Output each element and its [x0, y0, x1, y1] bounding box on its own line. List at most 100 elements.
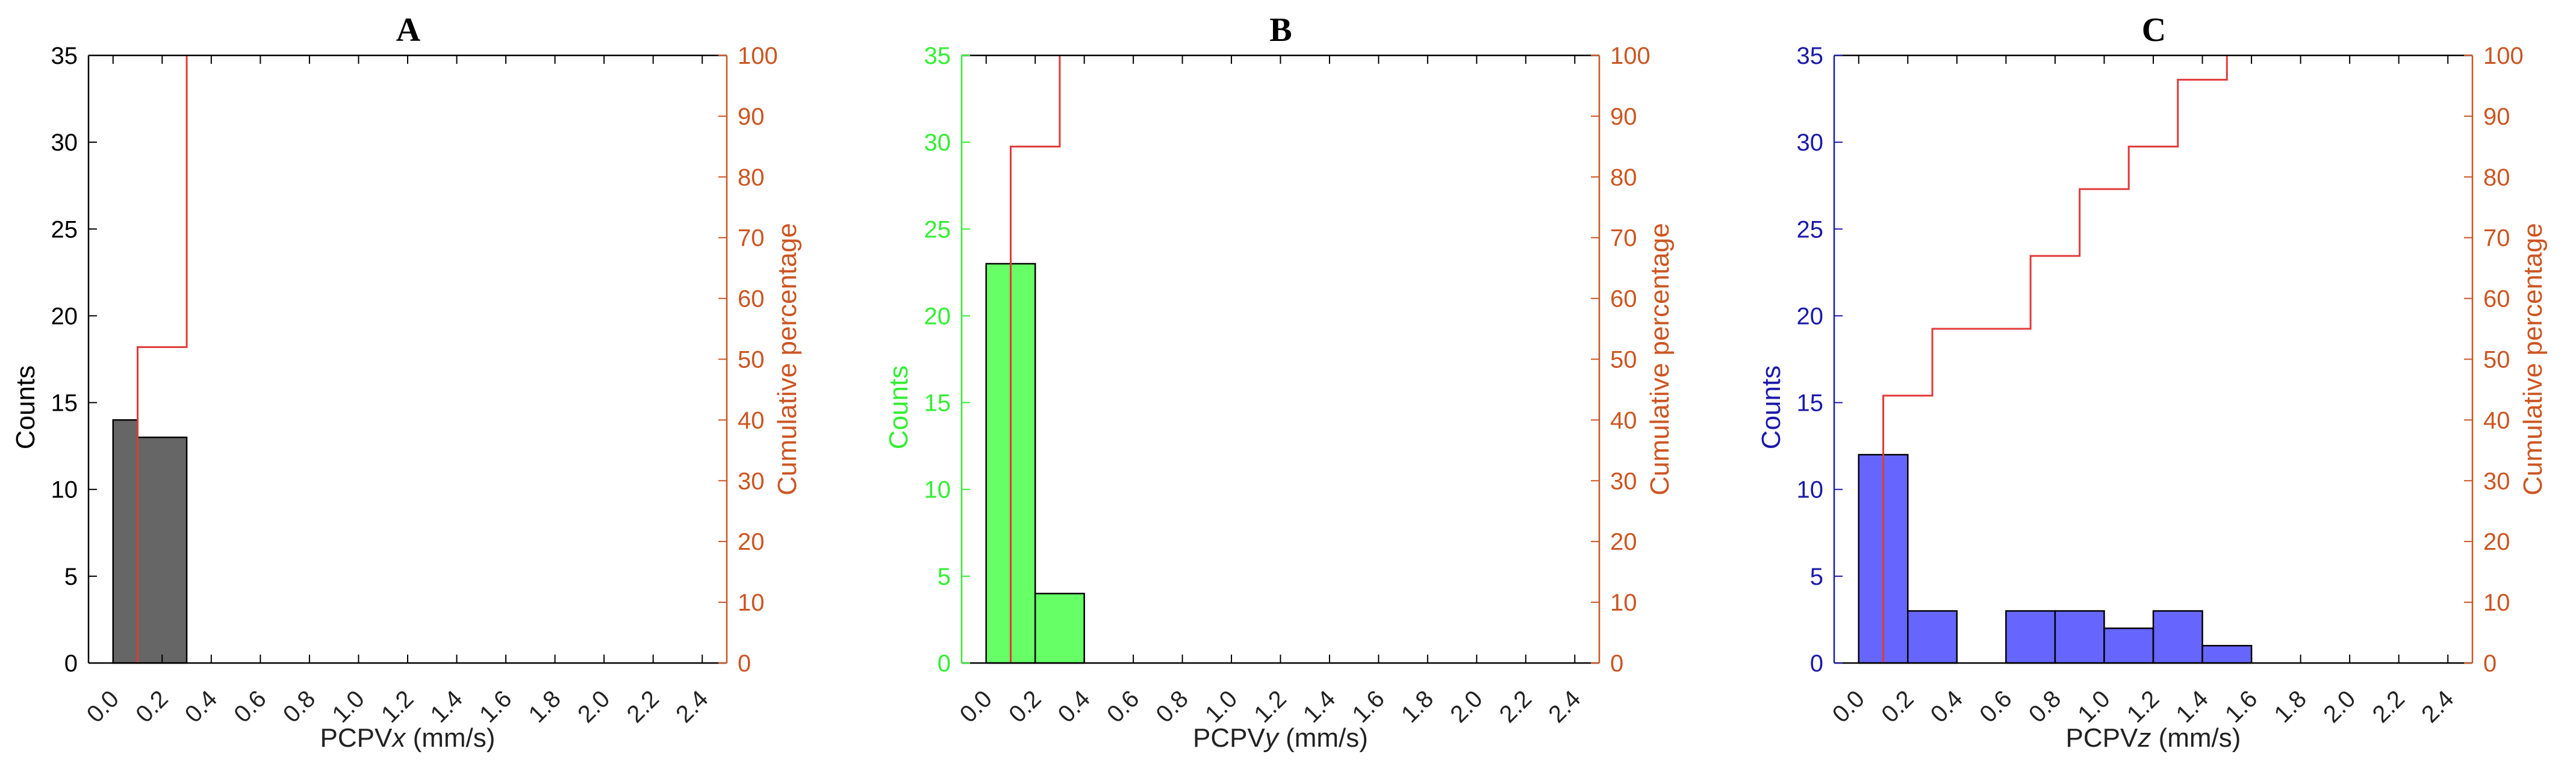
y2-tick-label: 50	[1610, 347, 1637, 373]
x-tick-label: 1.8	[1396, 685, 1439, 727]
y-tick-label: 5	[1810, 564, 1823, 590]
y2-tick-label: 20	[1610, 529, 1637, 555]
y2-tick-label: 50	[2483, 347, 2510, 373]
histogram-bar	[1034, 593, 1085, 664]
y2-tick-label: 90	[738, 104, 765, 130]
x-tick-label: 0.0	[82, 685, 124, 727]
panel-title: C	[2142, 11, 2166, 49]
panel-a: A 0.0 0.2 0.4 0.6 0.8 1.0 1.2 1.4 1.6 1.8 2.0 2.2 2.…	[11, 11, 802, 753]
y-tick-label: 35	[924, 43, 951, 69]
panel-c: C 0.0 0.2 0.4 0.6 0.8 1.0 1.2 1.4 1.6 1.8 2.0 2.2 2.…	[1756, 11, 2548, 753]
x-tick-label: 0.8	[1151, 685, 1193, 727]
y2-tick-label: 10	[738, 590, 765, 616]
y-tick-label: 30	[924, 129, 951, 156]
x-tick-label: 1.8	[524, 685, 566, 727]
y2-tick-label: 10	[1610, 590, 1637, 616]
y-tick-label: 15	[924, 390, 951, 417]
y2-tick-label: 60	[738, 286, 765, 313]
histogram-bar	[2005, 610, 2056, 664]
x-tick-label: 0.2	[131, 685, 173, 727]
y2-tick-label: 10	[2483, 590, 2510, 616]
y2-tick-label: 40	[2483, 407, 2510, 434]
x-tick-label: 0.6	[1102, 685, 1144, 727]
histogram-bar	[2152, 610, 2203, 664]
y2-tick-label: 40	[738, 407, 765, 434]
y2-tick-label: 60	[2483, 286, 2510, 313]
cumulative-line	[137, 55, 188, 663]
x-tick-label: 2.4	[2416, 685, 2459, 727]
y-tick-label: 35	[1797, 43, 1824, 69]
y2-tick-label: 70	[1610, 225, 1637, 252]
x-axis-label: PCPVz (mm/s)	[2066, 723, 2241, 753]
x-tick-label: 1.4	[2171, 685, 2213, 727]
x-tick-label: 1.8	[2270, 685, 2312, 727]
y-tick-label: 25	[1797, 216, 1824, 243]
x-tick-label: 0.2	[1876, 685, 1918, 727]
histogram-bar	[112, 419, 138, 664]
y-tick-label: 10	[924, 477, 951, 503]
y2-tick-label: 50	[738, 347, 765, 373]
y2-tick-label: 100	[2483, 43, 2524, 69]
x-tick-label: 0.8	[278, 685, 320, 727]
y2-tick-label: 40	[1610, 407, 1637, 434]
x-axis-label: PCPVy (mm/s)	[1193, 723, 1368, 753]
cumulative-line	[1882, 55, 2228, 663]
y-tick-label: 25	[51, 216, 78, 243]
x-tick-label: 1.2	[1249, 685, 1291, 727]
y2-tick-label: 0	[738, 650, 751, 677]
y-tick-label: 15	[51, 390, 78, 417]
x-tick-label: 0.4	[1053, 685, 1095, 727]
y2-tick-label: 80	[2483, 164, 2510, 191]
y-tick-label: 0	[64, 650, 78, 677]
x-tick-label: 1.0	[1200, 685, 1242, 727]
x-tick-label: 1.4	[1298, 685, 1340, 727]
x-tick-label: 0.4	[180, 685, 222, 727]
y2-tick-label: 70	[738, 225, 765, 252]
y2-tick-label: 30	[1610, 468, 1637, 494]
x-tick-label: 1.6	[2220, 685, 2262, 727]
y2-tick-label: 30	[2483, 468, 2510, 494]
y-tick-label: 30	[51, 129, 78, 156]
x-tick-label: 1.6	[1347, 685, 1389, 727]
y2-tick-label: 60	[1610, 286, 1637, 313]
x-tick-label: 1.2	[2122, 685, 2164, 727]
x-tick-label: 0.6	[229, 685, 271, 727]
y-tick-label: 25	[924, 216, 951, 243]
histogram-bar	[2201, 644, 2253, 664]
x-tick-label: 2.0	[573, 685, 615, 727]
y2-tick-label: 20	[2483, 529, 2510, 555]
x-tick-label: 0.0	[955, 685, 997, 727]
x-tick-label: 1.4	[425, 685, 467, 727]
histogram-bar	[1907, 610, 1958, 664]
panel-b: B 0.0 0.2 0.4 0.6 0.8 1.0 1.2 1.4 1.6 1.8 2.0 2.2 2.…	[884, 11, 1675, 753]
x-tick-label: 1.6	[474, 685, 517, 727]
x-axis-label: PCPVx (mm/s)	[320, 723, 496, 753]
y2-tick-label: 100	[1610, 43, 1650, 69]
y-tick-label: 5	[64, 564, 78, 590]
y-tick-label: 15	[1797, 390, 1824, 417]
y-axis-label: Counts	[1756, 366, 1786, 449]
x-tick-label: 0.0	[1828, 685, 1870, 727]
y2-tick-label: 90	[2483, 104, 2510, 130]
x-tick-label: 0.6	[1974, 685, 2017, 727]
y-axis-label: Counts	[11, 366, 40, 449]
y2-tick-label: 20	[738, 529, 765, 555]
y2-tick-label: 80	[738, 164, 765, 191]
y-axis-label: Counts	[884, 366, 913, 449]
x-tick-label: 2.0	[2318, 685, 2360, 727]
x-tick-label: 0.2	[1004, 685, 1046, 727]
y2-axis-label: Cumulative percentage	[1645, 223, 1675, 495]
y2-axis-label: Cumulative percentage	[773, 223, 802, 495]
y-tick-label: 0	[1810, 650, 1823, 677]
y-tick-label: 10	[1797, 477, 1824, 503]
histogram-bar	[2103, 627, 2154, 664]
y2-axis-label: Cumulative percentage	[2518, 223, 2548, 495]
y-tick-label: 10	[51, 477, 78, 503]
y-tick-label: 35	[51, 43, 78, 69]
x-tick-label: 2.4	[671, 685, 713, 727]
y2-tick-label: 30	[738, 468, 765, 494]
x-tick-label: 2.2	[2368, 685, 2410, 727]
y2-tick-label: 80	[1610, 164, 1637, 191]
x-tick-label: 2.2	[1495, 685, 1537, 727]
